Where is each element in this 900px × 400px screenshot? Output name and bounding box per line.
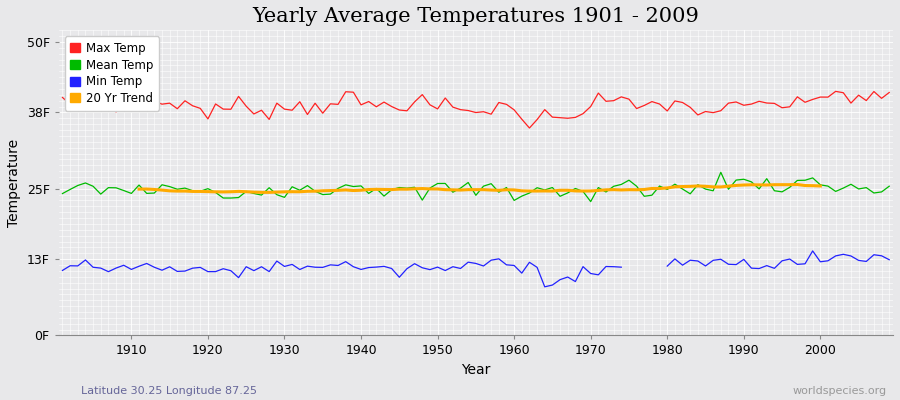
Text: worldspecies.org: worldspecies.org (792, 386, 886, 396)
Title: Yearly Average Temperatures 1901 - 2009: Yearly Average Temperatures 1901 - 2009 (252, 7, 699, 26)
Y-axis label: Temperature: Temperature (7, 139, 21, 227)
X-axis label: Year: Year (461, 363, 491, 377)
Text: Latitude 30.25 Longitude 87.25: Latitude 30.25 Longitude 87.25 (81, 386, 257, 396)
Legend: Max Temp, Mean Temp, Min Temp, 20 Yr Trend: Max Temp, Mean Temp, Min Temp, 20 Yr Tre… (65, 36, 159, 111)
